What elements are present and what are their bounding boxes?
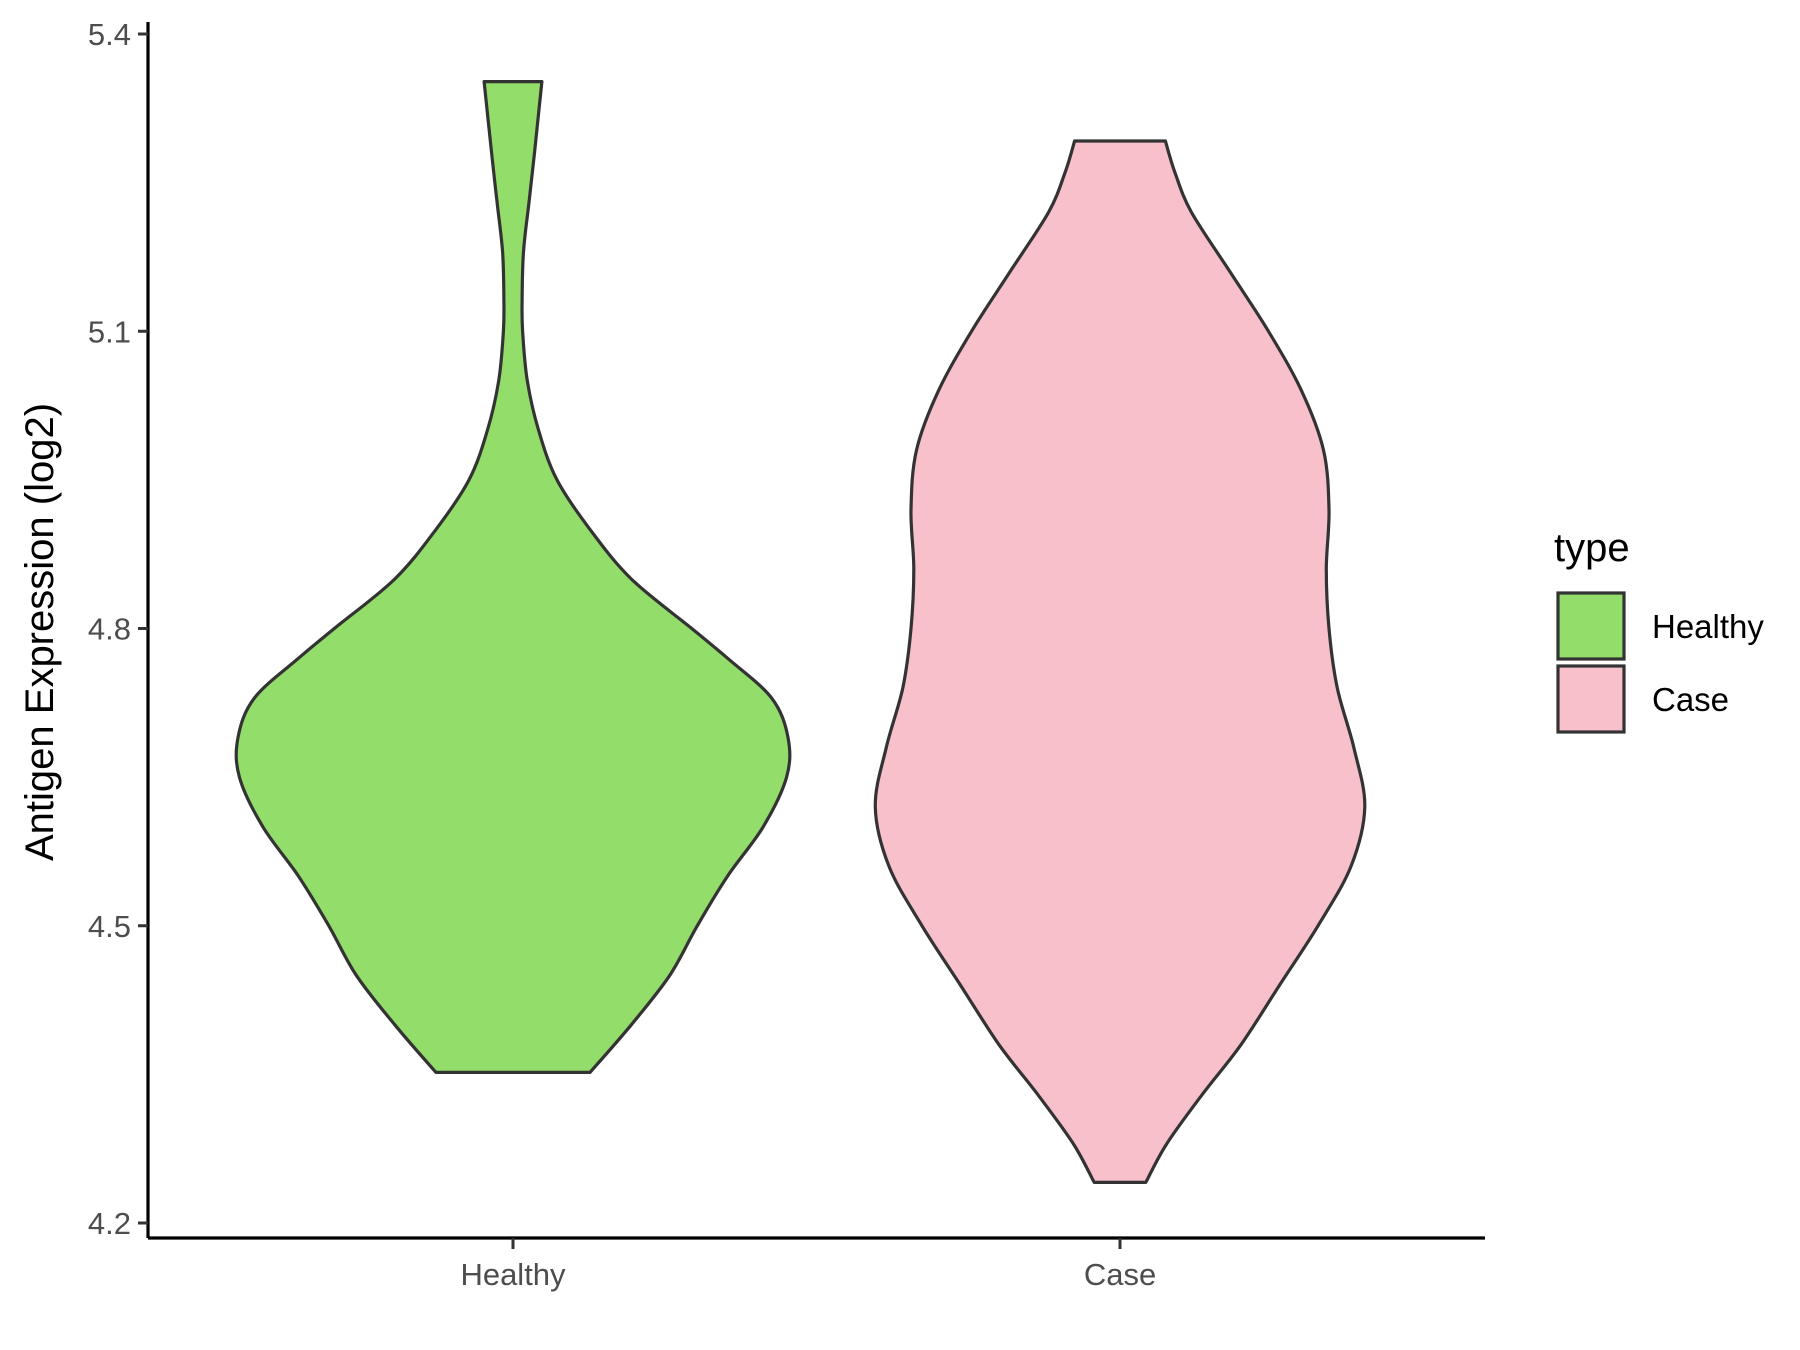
y-tick-label: 4.5	[88, 909, 131, 944]
y-tick-label: 4.8	[88, 612, 131, 647]
legend-label-case: Case	[1652, 681, 1729, 718]
violins-layer	[234, 80, 1367, 1184]
legend: type Healthy Case	[1554, 526, 1764, 734]
y-tick-label: 4.2	[88, 1206, 131, 1241]
legend-items: Healthy Case	[1556, 591, 1764, 734]
x-axis: Healthy Case	[148, 1236, 1485, 1292]
legend-title: type	[1554, 526, 1630, 570]
legend-swatch-case	[1556, 664, 1626, 734]
legend-swatch-healthy	[1556, 591, 1626, 661]
violin-case	[873, 139, 1367, 1184]
y-tick-label: 5.4	[88, 17, 131, 52]
y-tick-label: 5.1	[88, 314, 131, 349]
x-tick-label: Healthy	[460, 1257, 566, 1292]
legend-label-healthy: Healthy	[1652, 608, 1764, 645]
y-axis-title: Antigen Expression (log2)	[18, 403, 62, 861]
x-tick-label: Case	[1084, 1257, 1156, 1292]
violin-healthy	[234, 80, 792, 1074]
y-axis: 4.2 4.5 4.8 5.1 5.4	[88, 17, 150, 1241]
